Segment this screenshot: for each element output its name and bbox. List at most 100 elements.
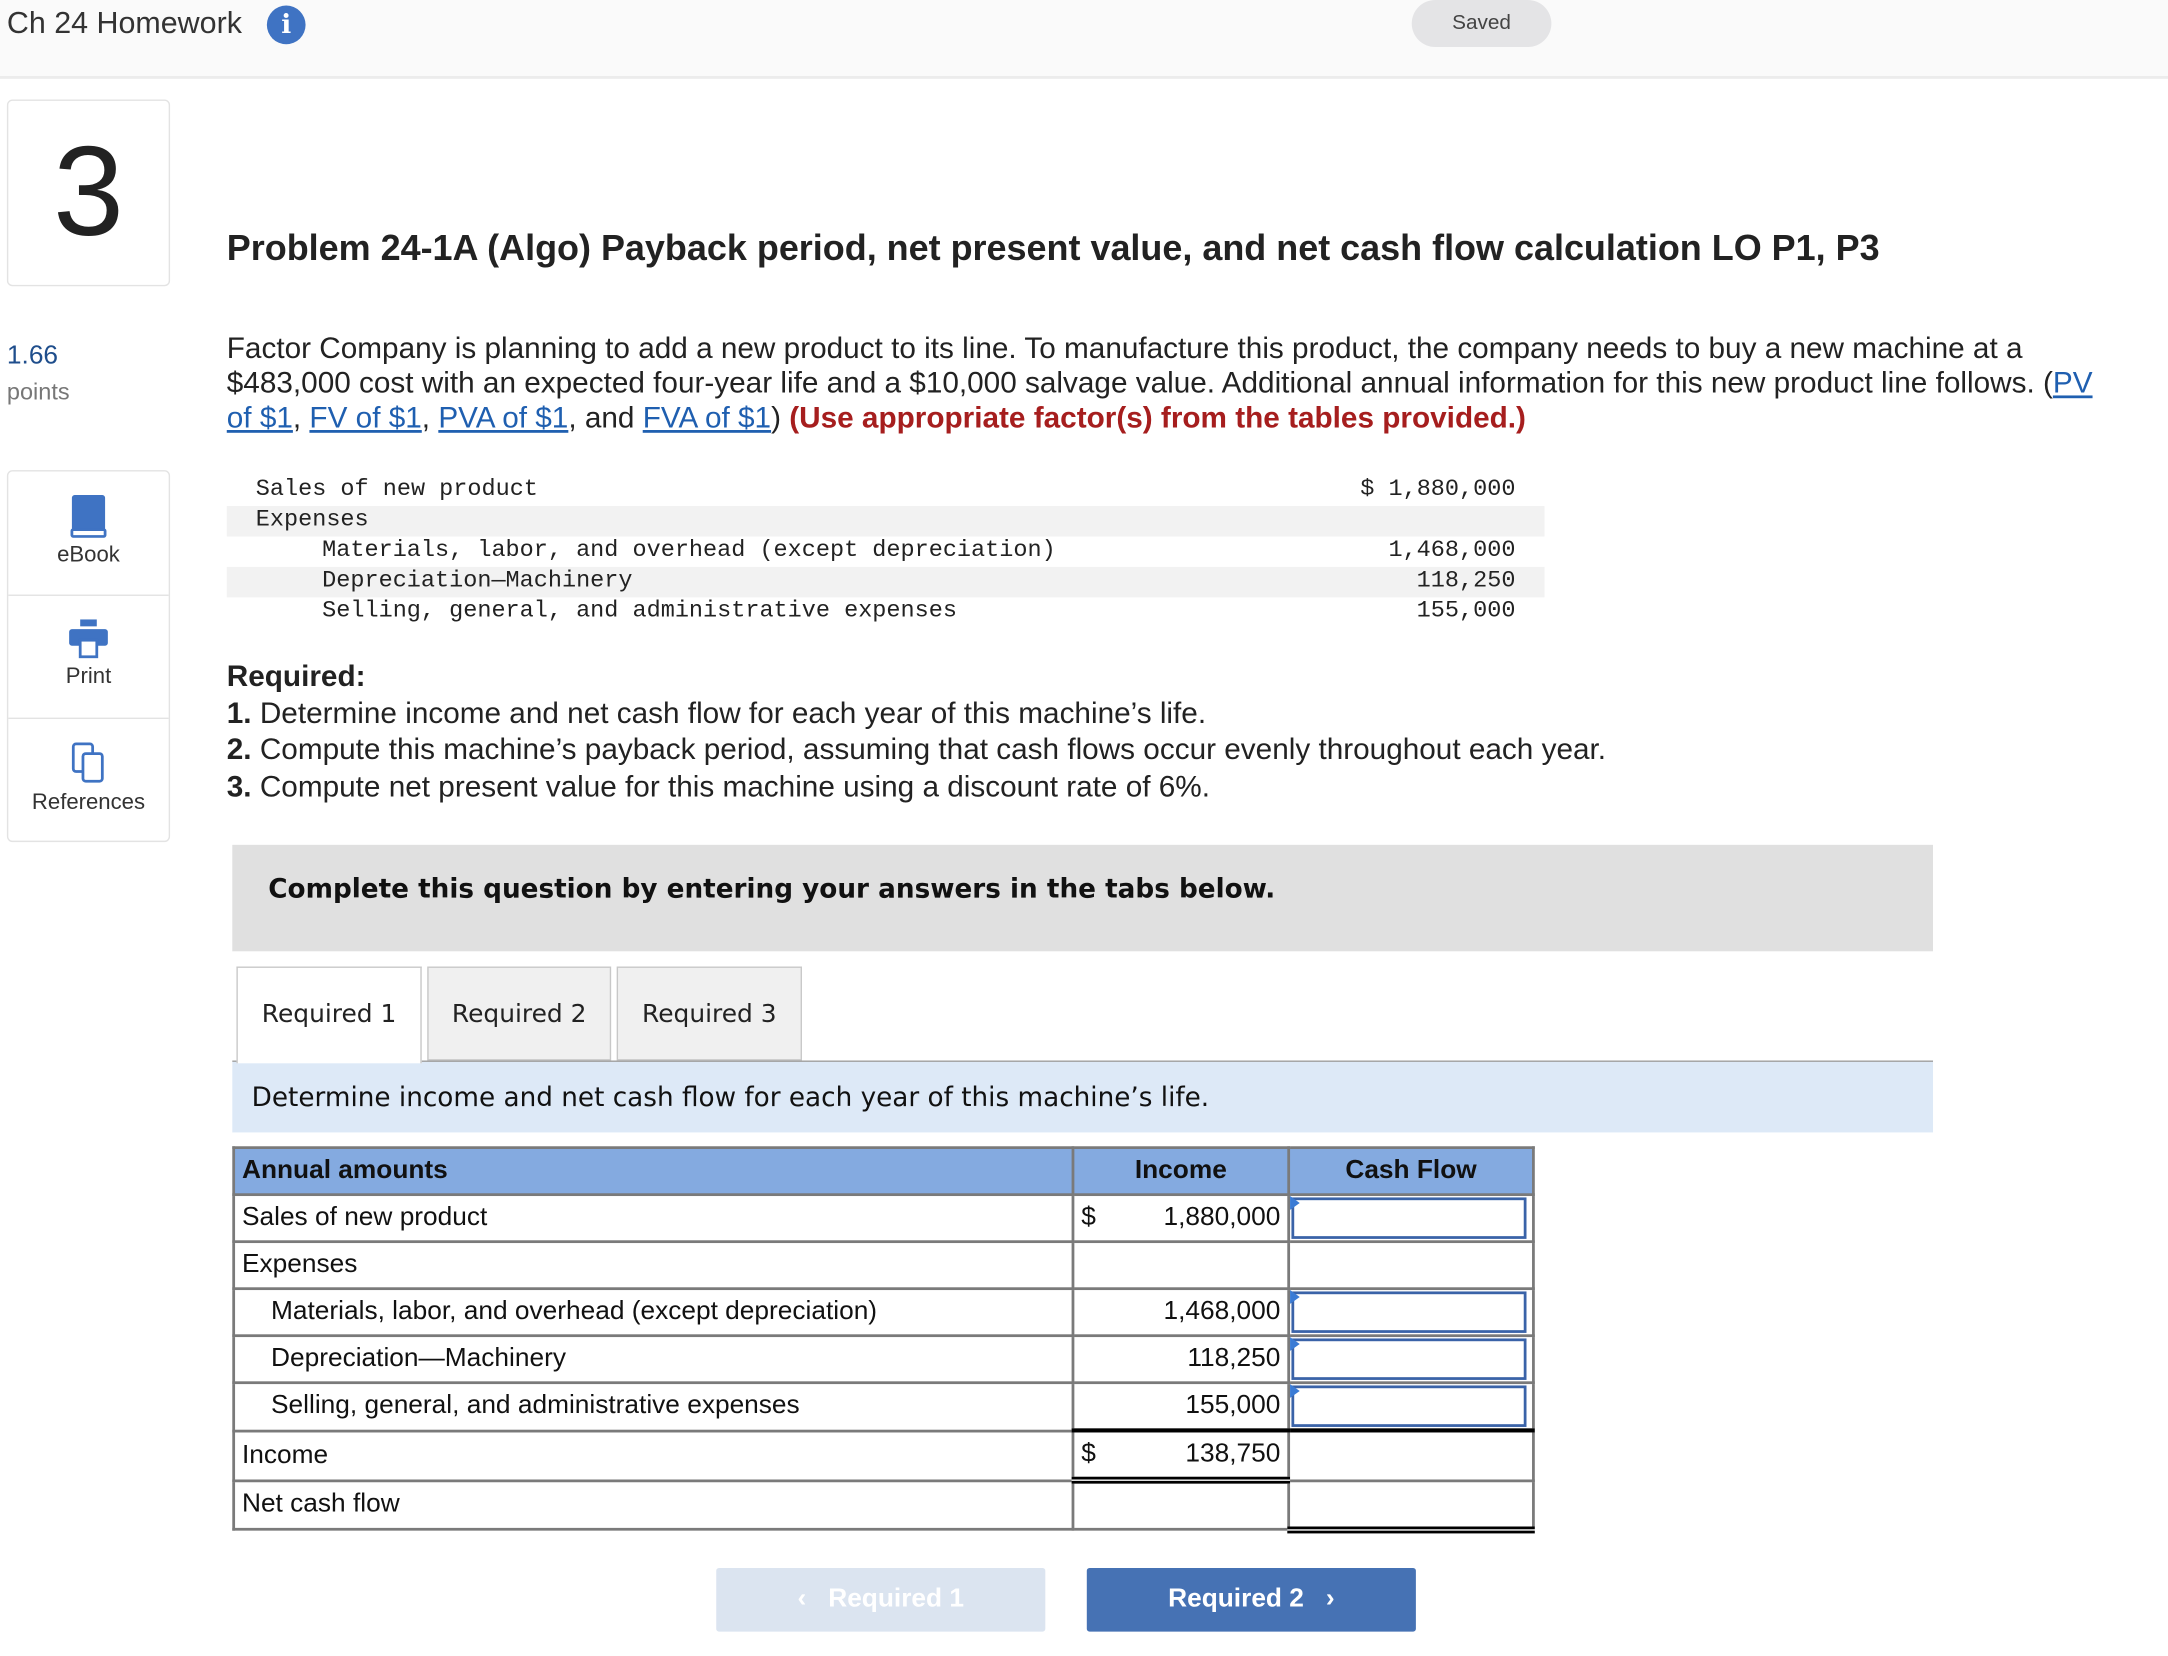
cash-flow-input-materials[interactable]	[1291, 1291, 1527, 1333]
next-required-button[interactable]: Required 2 ›	[1086, 1567, 1416, 1632]
cash-flow-input-sga[interactable]	[1291, 1385, 1527, 1427]
table-row: Sales of new product $1,880,000	[232, 1193, 1535, 1244]
references-label: References	[31, 790, 146, 815]
given-row: Sales of new product $ 1,880,000	[227, 476, 1545, 506]
marker-icon	[1290, 1196, 1300, 1210]
income-cell	[1071, 1478, 1291, 1531]
col-header-annual: Annual amounts	[232, 1146, 1075, 1197]
table-row: Depreciation—Machinery 118,250	[232, 1334, 1535, 1385]
printer-icon	[69, 619, 108, 659]
row-label: Materials, labor, and overhead (except d…	[232, 1287, 1075, 1338]
ebook-button[interactable]: eBook	[8, 472, 168, 595]
cash-flow-cell	[1287, 1334, 1535, 1385]
table-row: Net cash flow	[232, 1478, 1535, 1533]
separator: ,	[421, 400, 439, 435]
print-button[interactable]: Print	[8, 594, 169, 719]
row-label: Sales of new product	[232, 1193, 1075, 1244]
cash-flow-cell	[1287, 1193, 1535, 1244]
marker-icon	[1290, 1290, 1300, 1304]
required-item: 1. Determine income and net cash flow fo…	[227, 695, 1606, 732]
cash-flow-cell	[1287, 1287, 1535, 1338]
cash-flow-cell	[1287, 1381, 1535, 1432]
chevron-right-icon: ›	[1325, 1584, 1335, 1614]
intro-text: Factor Company is planning to add a new …	[226, 331, 2053, 400]
pva-link[interactable]: PVA of $1	[438, 400, 569, 435]
tab-required-1[interactable]: Required 1	[236, 966, 422, 1064]
print-label: Print	[65, 665, 112, 689]
problem-title: Problem 24-1A (Algo) Payback period, net…	[226, 226, 1880, 269]
given-label: Selling, general, and administrative exp…	[322, 598, 957, 625]
table-row: Materials, labor, and overhead (except d…	[232, 1287, 1535, 1338]
marker-icon	[1290, 1384, 1300, 1398]
row-label: Income	[232, 1429, 1075, 1482]
cash-flow-input-depreciation[interactable]	[1291, 1338, 1527, 1380]
cash-flow-cell	[1287, 1478, 1535, 1533]
instruction-text: Determine income and net cash flow for e…	[251, 1082, 1210, 1114]
side-nav: eBook Print References	[6, 470, 171, 843]
given-label: Depreciation—Machinery	[322, 568, 633, 595]
required-item: 2. Compute this machine’s payback period…	[227, 731, 1606, 768]
table-row: Income $138,750	[232, 1428, 1535, 1484]
required-section: Required: 1. Determine income and net ca…	[227, 658, 1606, 805]
cash-flow-cell	[1287, 1240, 1535, 1291]
separator: , and	[568, 400, 643, 435]
tab-required-2[interactable]: Required 2	[427, 966, 612, 1061]
given-row: Selling, general, and administrative exp…	[227, 597, 1545, 627]
saved-status: Saved	[1411, 0, 1552, 48]
given-value: $ 1,880,000	[1360, 477, 1516, 504]
item-number: 3.	[226, 769, 252, 803]
income-cell: $1,880,000	[1071, 1193, 1291, 1244]
next-label: Required 2	[1168, 1584, 1304, 1614]
tabs-divider	[232, 1060, 1934, 1062]
info-icon[interactable]: i	[266, 5, 306, 45]
income-value: 1,468,000	[1071, 1287, 1291, 1338]
given-value: 1,468,000	[1388, 537, 1516, 565]
required-item: 3. Compute net present value for this ma…	[227, 768, 1606, 805]
points-label: points	[6, 378, 70, 406]
separator: ,	[292, 400, 310, 435]
given-data-table: Sales of new product $ 1,880,000 Expenses…	[226, 476, 1545, 628]
book-icon	[70, 495, 107, 538]
row-label: Depreciation—Machinery	[232, 1334, 1075, 1385]
given-row: Depreciation—Machinery 118,250	[226, 566, 1545, 598]
cash-flow-input-sales[interactable]	[1291, 1197, 1527, 1239]
item-number: 1.	[226, 696, 252, 730]
tab-instruction: Determine income and net cash flow for e…	[232, 1061, 1934, 1133]
item-number: 2.	[226, 732, 252, 767]
fva-link[interactable]: FVA of $1	[642, 400, 772, 435]
given-label: Sales of new product	[255, 477, 538, 504]
col-header-income: Income	[1071, 1146, 1291, 1197]
problem-intro: Factor Company is planning to add a new …	[227, 332, 2121, 436]
income-value: 138,750	[1185, 1439, 1281, 1469]
question-number: 3	[6, 99, 171, 287]
given-label: Materials, labor, and overhead (except d…	[322, 537, 1056, 565]
item-text: Determine income and net cash flow for e…	[251, 696, 1207, 730]
col-header-cashflow: Cash Flow	[1287, 1146, 1535, 1197]
required-heading: Required:	[226, 659, 366, 693]
cash-flow-cell	[1287, 1428, 1535, 1482]
income-value: 1,880,000	[1163, 1202, 1281, 1232]
separator: )	[771, 400, 790, 435]
answer-table: Annual amounts Income Cash Flow Sales of…	[232, 1146, 1535, 1533]
warning-text: (Use appropriate factor(s) from the tabl…	[789, 400, 1526, 435]
income-value: 155,000	[1071, 1381, 1291, 1432]
ebook-label: eBook	[57, 543, 120, 567]
income-cell	[1071, 1240, 1291, 1291]
instructions-banner: Complete this question by entering your …	[232, 844, 1934, 952]
chevron-left-icon: ‹	[797, 1584, 807, 1614]
table-row: Expenses	[232, 1240, 1535, 1291]
prev-label: Required 1	[828, 1584, 965, 1614]
table-row: Selling, general, and administrative exp…	[232, 1381, 1535, 1432]
pv-link[interactable]: PV of $1	[226, 366, 2093, 435]
assignment-title: Ch 24 Homework	[6, 5, 242, 41]
fv-link[interactable]: FV of $1	[309, 400, 422, 435]
tab-required-3[interactable]: Required 3	[616, 966, 802, 1061]
prev-required-button[interactable]: ‹ Required 1	[716, 1567, 1046, 1632]
currency: $	[1081, 1439, 1096, 1469]
references-button[interactable]: References	[8, 717, 169, 842]
given-label: Expenses	[255, 507, 369, 534]
item-text: Compute net present value for this machi…	[251, 769, 1211, 803]
currency: $	[1081, 1202, 1096, 1232]
given-row: Expenses	[226, 506, 1545, 537]
income-cell: $138,750	[1071, 1428, 1291, 1484]
